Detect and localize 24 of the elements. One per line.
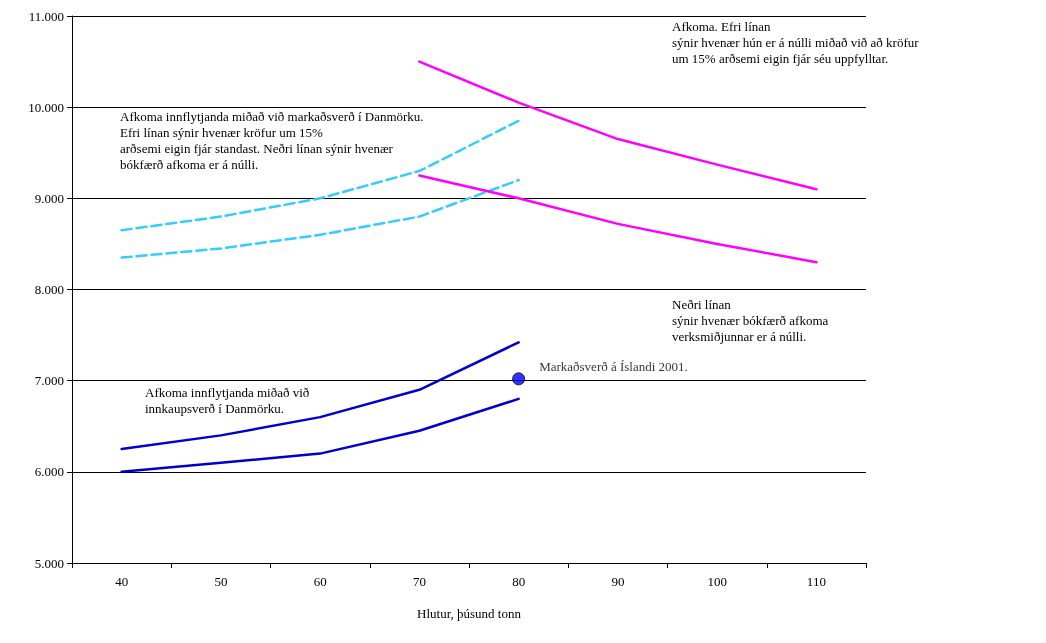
- annotation: Afkoma. Efri línan sýnir hvenær hún er á núlli miðað við að kröfur um 15% arðsemi eigin fjár séu uppfylltar.: [672, 18, 920, 66]
- x-tick-label: 100: [707, 574, 727, 589]
- y-tick-label: 5.000: [34, 555, 64, 571]
- annotation: Afkoma innflytjanda miðað við markaðsverð í Danmörku. Efri línan sýnir hvenær kröfur um 15% arðsemi eigin fjár standast. Neðri línan sýnir hvenær bókfærð afkoma er á núlli.: [120, 108, 424, 172]
- series-label: Markaðsverð á Íslandi 2001.: [539, 359, 688, 375]
- y-tick-label: 11.000: [28, 8, 64, 24]
- x-tick-label: 80: [512, 574, 526, 589]
- x-tick-label: 60: [313, 574, 327, 589]
- y-tick-label: 9.000: [34, 190, 64, 206]
- line-series: [120, 341, 520, 451]
- line-series: [418, 174, 818, 264]
- annotation: Afkoma innflytjanda miðað við innkaupsverð í Danmörku.: [145, 384, 310, 416]
- y-tick-label: 10.000: [28, 99, 64, 115]
- y-tick-label: 8.000: [34, 282, 64, 297]
- x-tick-label: 50: [214, 574, 228, 589]
- x-tick-label: 110: [806, 574, 826, 589]
- x-tick-label: 70: [412, 574, 426, 589]
- line-series: [120, 178, 520, 259]
- x-tick-label: 40: [115, 574, 129, 589]
- annotation: Neðri línan sýnir hvenær bókfærð afkoma verksmiðjunnar er á núlli.: [672, 296, 829, 344]
- y-tick-label: 6.000: [34, 464, 64, 480]
- x-tick-label: 90: [611, 574, 625, 589]
- y-tick-label: 7.000: [34, 373, 64, 389]
- x-axis-title: Hlutur, þúsund tonn: [417, 606, 522, 621]
